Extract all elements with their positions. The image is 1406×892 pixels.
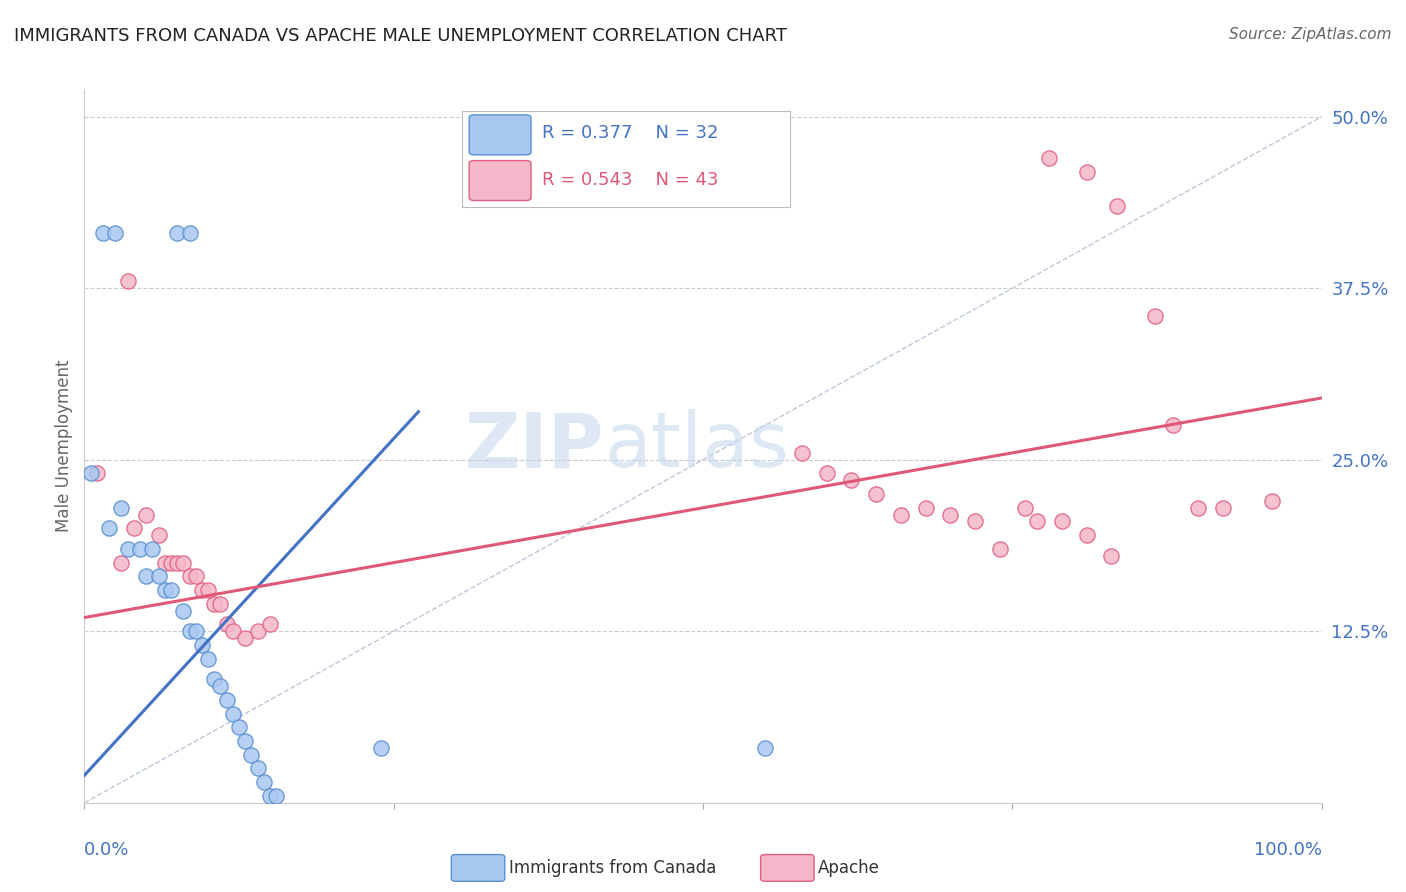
Point (91, 227, 114, 241)
Point (172, 556, 194, 570)
Point (1038, 151, 1060, 165)
Point (1050, 515, 1073, 529)
Point (965, 515, 987, 529)
Point (1076, 164, 1098, 178)
FancyBboxPatch shape (470, 115, 531, 155)
Text: atlas: atlas (605, 409, 789, 483)
Text: R = 0.543    N = 43: R = 0.543 N = 43 (543, 171, 718, 189)
Text: Apache: Apache (818, 859, 880, 877)
Point (222, 624, 245, 639)
Point (202, 673, 225, 687)
Point (191, 638, 214, 652)
Text: IMMIGRANTS FROM CANADA VS APACHE MALE UNEMPLOYMENT CORRELATION CHART: IMMIGRANTS FROM CANADA VS APACHE MALE UN… (14, 27, 787, 45)
Point (117, 541, 139, 556)
Point (1212, 500, 1234, 515)
Point (228, 720, 250, 734)
Point (166, 556, 188, 570)
Point (1161, 418, 1184, 433)
Point (202, 597, 225, 611)
Point (1187, 500, 1209, 515)
Point (233, 631, 256, 645)
Point (148, 528, 170, 542)
Point (179, 624, 201, 639)
Point (197, 583, 219, 598)
Point (1014, 500, 1036, 515)
Point (939, 508, 962, 522)
Point (153, 583, 176, 598)
Point (988, 541, 1011, 556)
Point (233, 734, 256, 748)
Point (191, 583, 214, 598)
Point (135, 508, 157, 522)
Point (184, 624, 207, 639)
Point (1261, 494, 1284, 508)
Text: 0.0%: 0.0% (84, 841, 129, 859)
Point (141, 541, 163, 556)
Point (129, 541, 152, 556)
Y-axis label: Male Unemployment: Male Unemployment (55, 359, 73, 533)
Point (865, 487, 887, 501)
Point (246, 624, 269, 639)
Point (264, 789, 287, 803)
Point (222, 706, 245, 721)
Point (153, 556, 176, 570)
Point (135, 569, 157, 583)
Point (841, 473, 863, 487)
Point (148, 569, 170, 583)
Point (215, 617, 238, 632)
Point (122, 521, 145, 535)
Point (179, 227, 201, 241)
Point (815, 467, 838, 481)
FancyBboxPatch shape (470, 161, 531, 201)
Point (110, 500, 132, 515)
Text: R = 0.377    N = 32: R = 0.377 N = 32 (543, 125, 718, 143)
Point (790, 446, 813, 460)
Point (370, 740, 392, 755)
FancyBboxPatch shape (461, 111, 790, 207)
Point (240, 747, 263, 762)
Point (197, 651, 219, 665)
Point (754, 740, 776, 755)
Text: ZIP: ZIP (464, 409, 605, 483)
Point (104, 227, 127, 241)
Point (215, 693, 238, 707)
Point (117, 274, 139, 288)
Point (253, 775, 276, 789)
Text: 100.0%: 100.0% (1254, 841, 1322, 859)
Point (86, 467, 108, 481)
Point (79, 467, 101, 481)
Point (1107, 199, 1129, 213)
Point (166, 227, 188, 241)
Point (1099, 549, 1122, 563)
Point (172, 604, 194, 618)
Point (110, 556, 132, 570)
Point (246, 762, 269, 776)
Point (1026, 515, 1049, 529)
Point (184, 569, 207, 583)
Point (259, 789, 281, 803)
Text: Source: ZipAtlas.com: Source: ZipAtlas.com (1229, 27, 1392, 42)
Point (890, 508, 912, 522)
Text: Immigrants from Canada: Immigrants from Canada (509, 859, 716, 877)
Point (209, 597, 232, 611)
Point (179, 569, 201, 583)
Point (1076, 528, 1098, 542)
Point (1143, 309, 1166, 323)
Point (914, 500, 936, 515)
Point (209, 679, 232, 693)
Point (259, 617, 281, 632)
Point (160, 583, 183, 598)
Point (160, 556, 183, 570)
Point (98, 521, 121, 535)
